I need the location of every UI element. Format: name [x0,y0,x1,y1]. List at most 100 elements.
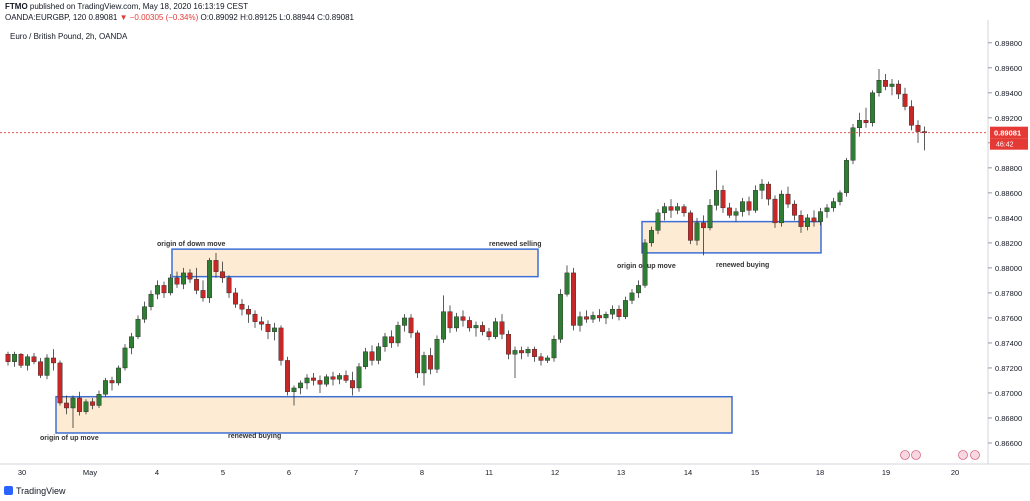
candle-body [668,206,674,211]
economic-event-icon[interactable] [900,450,910,460]
candle-body [5,353,11,362]
candle-body [577,316,583,326]
x-tick-label: 19 [882,468,890,477]
pane-title: Euro / British Pound, 2h, OANDA [10,32,128,41]
candle-body [733,211,739,216]
candle-body [480,325,485,332]
candle-body [558,293,563,340]
candle-body [304,377,310,384]
candle-body [246,308,251,315]
countdown-tag [990,138,1028,150]
candle-body [623,300,628,317]
zone-box[interactable] [55,395,733,434]
candle-body [746,201,752,211]
candle-body [343,375,349,381]
candle-body [564,272,570,295]
publish-info: FTMO published on TradingView.com, May 1… [5,2,248,11]
price-change: ▼ −0.00305 (−0.34%) [119,13,199,22]
candle-body [714,190,719,206]
candle-body [694,222,700,241]
candle-body [44,357,50,376]
candle-body [226,277,232,294]
candle-body [363,351,368,367]
candle-body [350,380,355,389]
candle-body [220,271,225,279]
candle-body [655,212,661,231]
candle-body [681,206,687,214]
ohlc-high: H:0.89125 [240,13,278,22]
candle-body [720,190,726,209]
x-tick-label: 7 [354,468,358,477]
candle-body [811,217,817,222]
x-tick-label: 13 [617,468,625,477]
candle-body [129,336,134,349]
zone-label: origin of down move [157,241,226,248]
candle-body [291,387,297,392]
candle-body [837,192,843,202]
candle-body [51,357,56,364]
candle-body [896,83,901,95]
candle-body [376,346,381,361]
candle-body [493,321,498,337]
x-tick-label: 20 [951,468,959,477]
candle-body [519,350,524,354]
candle-body [603,313,609,319]
candle-body [31,356,37,362]
candle-body [889,83,895,87]
tradingview-logo[interactable]: TradingView [4,486,66,496]
candle-body [610,308,615,315]
y-tick-label: 0.89200 [995,114,1022,123]
y-tick-label: 0.89600 [995,64,1022,73]
candle-body [454,316,459,329]
economic-event-icon[interactable] [911,450,921,460]
candle-body [90,401,95,406]
candle-body [467,320,472,329]
candle-body [590,315,596,320]
candle-body [57,362,63,404]
candle-body [863,120,869,124]
current-price-text: 0.89081 [994,129,1021,138]
candle-body [103,380,108,395]
candle-body [545,357,550,361]
x-tick-label: 12 [551,468,559,477]
x-tick-label: 11 [485,468,493,477]
candle-body [135,318,141,337]
candle-body [850,127,856,161]
candle-body [727,207,732,216]
candle-body [460,316,466,321]
candle-body [356,366,362,389]
zone-box[interactable] [171,248,539,278]
candle-body [831,201,836,209]
candle-body [428,355,433,370]
candle-body [636,285,641,294]
y-tick-label: 0.87400 [995,339,1022,348]
candle-body [161,285,167,294]
candle-body [512,350,518,355]
tradingview-logo-icon [4,486,13,495]
candle-body [824,207,830,212]
y-tick-label: 0.88600 [995,189,1022,198]
y-tick-label: 0.86800 [995,414,1022,423]
x-tick-label: 30 [18,468,26,477]
candle-body [415,332,420,374]
candle-body [785,193,791,205]
candle-body [369,351,375,361]
candle-body [272,327,277,332]
candle-body [753,190,758,211]
economic-event-icon[interactable] [958,450,968,460]
y-tick-label: 0.88400 [995,214,1022,223]
candle-body [239,303,245,310]
candle-body [83,401,89,412]
symbol-label: OANDA:EURGBP, 120 [5,13,87,22]
candle-body [486,331,492,337]
economic-event-icon[interactable] [970,450,980,460]
candle-body [441,311,446,340]
candle-body [64,402,69,409]
candle-body [18,353,24,366]
candle-body [395,325,401,344]
candle-body [772,198,778,224]
candle-body [642,242,648,286]
zone-box[interactable] [641,220,822,254]
last-price: 0.89081 [88,13,118,22]
